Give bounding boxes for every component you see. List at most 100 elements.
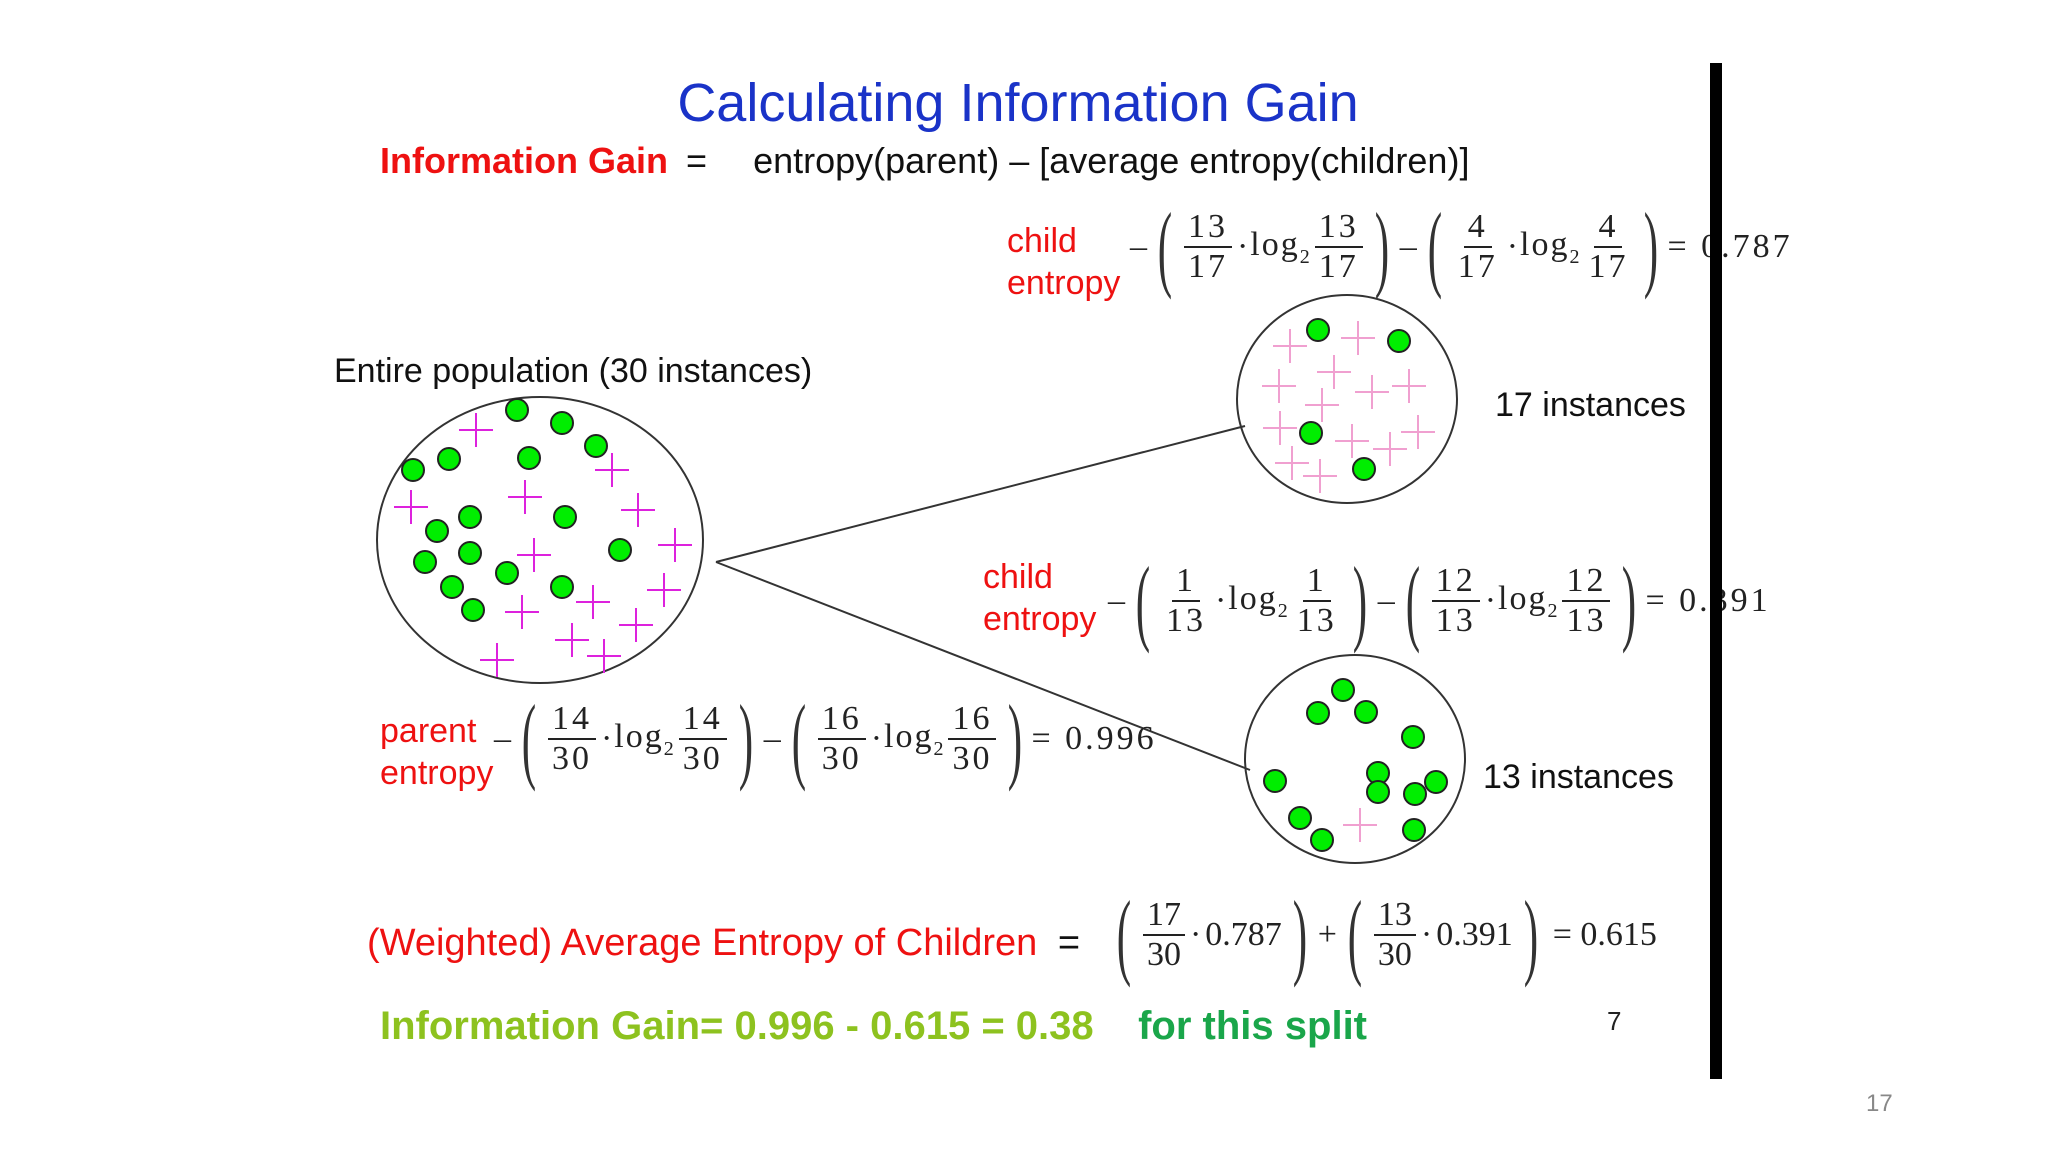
slide-edge-bar: [1710, 63, 1722, 1079]
parent-plus-instance: [619, 608, 653, 642]
child2-dot-instance: [1354, 700, 1378, 724]
gain-result-suffix: for this split: [1138, 1004, 1367, 1048]
child2-entropy-value: = 0.391: [1645, 582, 1771, 619]
parent-dot-instance: [461, 598, 485, 622]
child2-entropy-formula: –(1 13 ·log2 1 13) –(12 13 ·log2 12 13) = 0.391: [1108, 547, 1771, 654]
parent-entropy-value: = 0.996: [1031, 720, 1157, 757]
minus-sign: –: [1130, 228, 1147, 265]
parent-plus-instance: [621, 493, 655, 527]
instance-marks: [394, 318, 1448, 852]
child1-plus-instance: [1317, 355, 1351, 389]
parent-dot-instance: [425, 519, 449, 543]
child2-caption: 13 instances: [1483, 758, 1674, 796]
parent-entropy-label: parent entropy: [380, 710, 493, 794]
child2-dot-instance: [1366, 780, 1390, 804]
parent-plus-instance: [587, 639, 621, 673]
parent-f2: 16 30: [817, 700, 866, 778]
child1-plus-instance: [1392, 369, 1426, 403]
parent-plus-instance: [480, 643, 514, 677]
parent-dot-instance: [458, 505, 482, 529]
child1-entropy-label: child entropy: [1007, 220, 1120, 304]
child2-dot-instance: [1263, 769, 1287, 793]
child2-dot-instance: [1403, 782, 1427, 806]
parent-dot-instance: [440, 575, 464, 599]
gain-result-text: Information Gain= 0.996 - 0.615 = 0.38: [380, 1004, 1094, 1048]
child1-caption: 17 instances: [1495, 386, 1686, 424]
child1-dot-instance: [1387, 329, 1411, 353]
child1-plus-instance: [1273, 329, 1307, 363]
parent-plus-instance: [505, 595, 539, 629]
child2-plus-instance: [1343, 808, 1377, 842]
parent-plus-instance: [576, 585, 610, 619]
slide-title: Calculating Information Gain: [677, 73, 1359, 133]
child1-plus-instance: [1275, 446, 1309, 480]
parent-plus-instance: [595, 453, 629, 487]
child2-dot-instance: [1401, 725, 1425, 749]
child1-dot-instance: [1352, 457, 1376, 481]
parent-dot-instance: [505, 398, 529, 422]
parent-population-circle: [376, 396, 704, 684]
child1-plus-instance: [1335, 424, 1369, 458]
child1-plus-instance: [1305, 388, 1339, 422]
child1-dot-instance: [1299, 421, 1323, 445]
child1-label-line2: entropy: [1007, 264, 1121, 302]
child2-entropy-label: child entropy: [983, 556, 1096, 640]
weighted-average-label: (Weighted) Average Entropy of Children =: [367, 922, 1081, 964]
weighted-v2: 0.391: [1436, 916, 1513, 953]
weighted-f2: 13 30: [1373, 896, 1416, 974]
child1-f2: 4 17: [1457, 208, 1498, 285]
parent-plus-instance: [459, 413, 493, 447]
parent-plus-instance: [555, 623, 589, 657]
parent-dot-instance: [458, 541, 482, 565]
child2-dot-instance: [1424, 770, 1448, 794]
parent-dot-instance: [550, 411, 574, 435]
child1-plus-instance: [1355, 375, 1389, 409]
parent-plus-instance: [394, 490, 428, 524]
log2: log2: [1250, 225, 1312, 268]
parent-dot-instance: [553, 505, 577, 529]
definition-equals: =: [686, 140, 708, 181]
child1-entropy-value: = 0.787: [1667, 228, 1793, 265]
child1-f1: 13 17: [1183, 208, 1232, 286]
parent-plus-instance: [658, 528, 692, 562]
split-edges: [715, 425, 1251, 771]
weighted-average-formula: (17 30 · 0.787) +(13 30 · 0.391) = 0.615: [1116, 881, 1657, 988]
page-number: 17: [1866, 1090, 1893, 1117]
parent-dot-instance: [517, 446, 541, 470]
child1-plus-instance: [1401, 415, 1435, 449]
child1-plus-instance: [1341, 321, 1375, 355]
parent-dot-instance: [584, 434, 608, 458]
weighted-f1: 17 30: [1142, 896, 1185, 974]
child1-plus-instance: [1263, 411, 1297, 445]
child1-dot-instance: [1306, 318, 1330, 342]
child-1-circle: [1236, 294, 1458, 504]
child2-f2: 12 13: [1431, 562, 1480, 640]
weighted-v1: 0.787: [1205, 916, 1282, 953]
parent-dot-instance: [413, 550, 437, 574]
definition-rhs: entropy(parent) – [average entropy(child…: [753, 140, 1470, 181]
child1-plus-instance: [1303, 459, 1337, 493]
parent-entropy-formula: –(14 30 ·log2 14 30) –(16 30 ·log2 16 30) = 0.996: [494, 685, 1157, 792]
parent-label-line1: parent: [380, 712, 477, 750]
weighted-result: = 0.615: [1552, 916, 1657, 953]
child-2-circle: [1244, 654, 1466, 864]
parent-plus-instance: [517, 538, 551, 572]
info-gain-definition: Information Gain = entropy(parent) – [av…: [380, 140, 1469, 182]
child1-plus-instance: [1262, 369, 1296, 403]
info-gain-term: Information Gain: [380, 140, 668, 181]
child2-dot-instance: [1306, 701, 1330, 725]
child1-plus-instance: [1373, 432, 1407, 466]
child2-label-line1: child: [983, 558, 1053, 596]
parent-f1: 14 30: [547, 700, 596, 778]
child1-label-line1: child: [1007, 222, 1077, 260]
edge-to-child-1: [715, 425, 1246, 563]
parent-caption: Entire population (30 instances): [334, 352, 813, 390]
parent-dot-instance: [608, 538, 632, 562]
parent-dot-instance: [437, 447, 461, 471]
parent-dot-instance: [550, 575, 574, 599]
child2-dot-instance: [1310, 828, 1334, 852]
child2-label-line2: entropy: [983, 600, 1097, 638]
child2-dot-instance: [1331, 678, 1355, 702]
paren: (: [1157, 193, 1173, 300]
